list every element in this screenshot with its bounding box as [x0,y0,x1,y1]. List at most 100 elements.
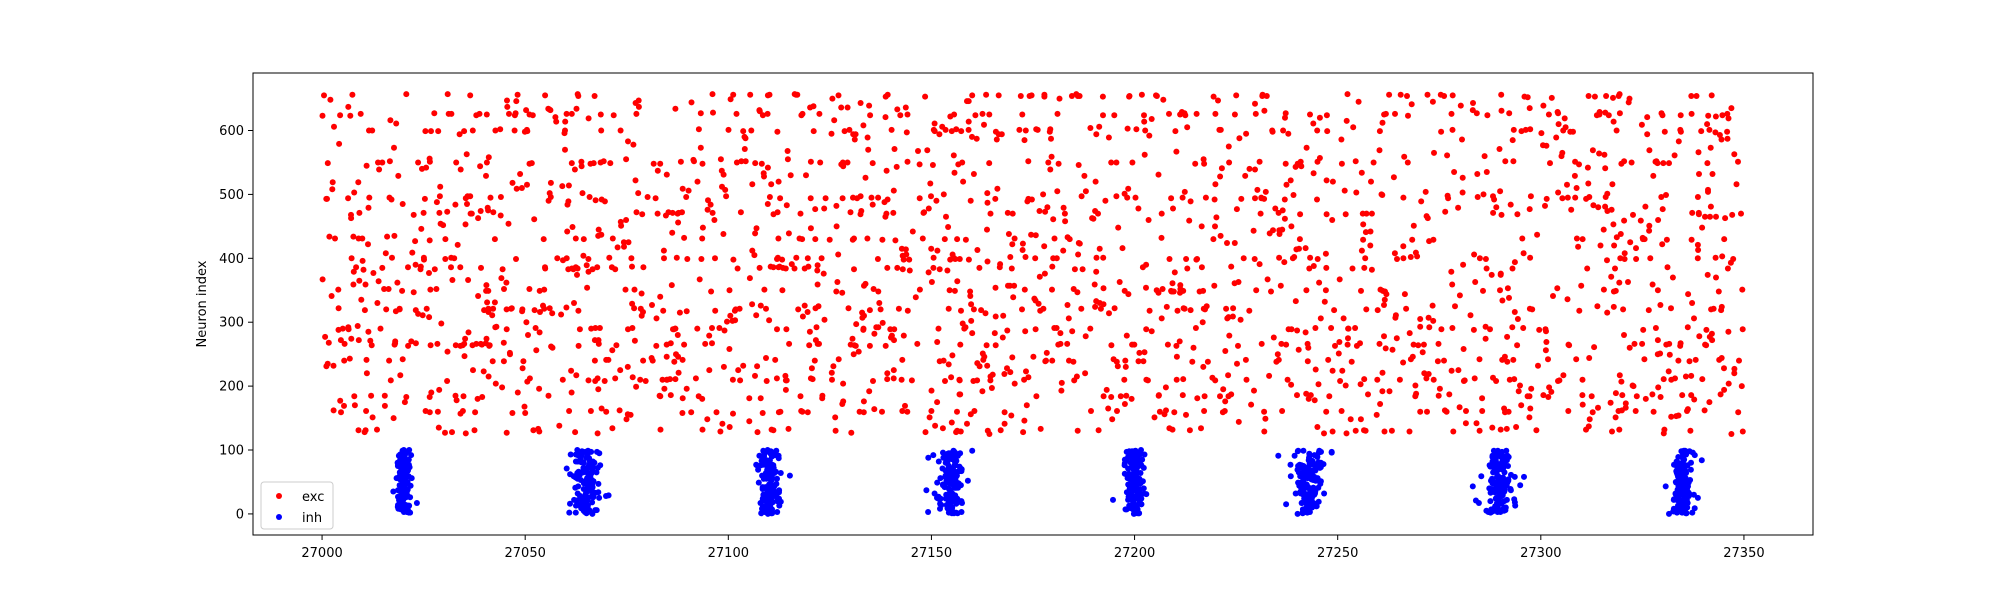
inh-point [1309,467,1316,474]
exc-point [821,316,828,323]
exc-point [928,245,935,252]
exc-point [1294,392,1300,399]
exc-point [681,341,688,348]
exc-point [954,408,960,415]
exc-point [849,335,856,342]
exc-point [610,112,617,119]
x-tick-label: 27200 [1114,546,1155,561]
exc-point [324,195,330,202]
exc-point [319,112,326,119]
exc-point [704,206,711,213]
inh-point [945,450,952,457]
inh-point [1686,448,1693,455]
exc-point [1066,236,1073,243]
exc-point [1217,232,1224,239]
exc-point [1281,259,1288,266]
exc-point [898,376,905,383]
exc-point [1666,160,1672,167]
exc-point [1650,408,1657,415]
exc-point [325,339,332,346]
inh-point [1298,500,1305,506]
exc-point [1133,126,1140,133]
exc-point [1510,126,1517,133]
exc-point [807,225,814,232]
exc-point [1460,346,1467,352]
exc-point [603,408,610,415]
exc-point [1488,271,1495,278]
exc-point [520,358,527,365]
exc-point [1509,324,1516,331]
exc-point [385,286,392,292]
exc-point [1526,393,1533,400]
exc-point [1082,188,1089,195]
exc-point [1430,376,1437,383]
exc-point [1718,355,1725,361]
exc-point [1000,312,1007,319]
exc-point [1329,428,1336,435]
exc-point [1096,123,1103,130]
exc-point [1151,414,1158,421]
exc-point [994,185,1001,192]
exc-point [956,391,963,398]
exc-point [976,363,983,370]
exc-point [888,332,895,339]
exc-point [893,163,900,170]
exc-point [596,325,603,331]
exc-point [684,256,691,262]
inh-point [768,477,775,483]
inh-point [406,447,413,453]
exc-point [1292,298,1299,305]
inh-point [1294,510,1301,517]
exc-point [1277,282,1284,289]
exc-point [1193,110,1200,117]
exc-point [1246,307,1253,314]
exc-point [512,110,519,117]
exc-point [1564,181,1570,188]
exc-point [1456,404,1463,411]
exc-point [672,105,679,112]
exc-point [1610,118,1617,125]
inh-point [1490,480,1497,487]
exc-point [904,111,911,118]
exc-point [1659,206,1666,213]
exc-point [1613,234,1620,241]
inh-point [1133,503,1140,510]
exc-point [1078,305,1085,312]
exc-point [864,235,871,242]
exc-point [1279,408,1286,414]
exc-point [525,332,531,338]
exc-point [523,126,530,133]
exc-point [869,201,876,208]
exc-point [870,378,876,384]
exc-point [939,123,946,130]
exc-point [804,309,811,315]
exc-point [331,123,337,130]
exc-point [423,305,430,312]
inh-point [1136,510,1143,517]
exc-point [1357,340,1363,347]
exc-point [860,122,867,129]
exc-point [1343,430,1350,437]
exc-point [895,305,902,312]
exc-point [804,255,811,262]
exc-point [1429,302,1436,309]
exc-point [1400,359,1407,366]
exc-point [1725,115,1732,122]
exc-point [1091,281,1098,288]
exc-point [1338,160,1345,167]
exc-point [1728,431,1735,437]
exc-point [783,202,790,209]
exc-point [953,429,960,436]
exc-point [712,255,718,262]
exc-point [1376,128,1383,135]
exc-point [679,356,686,363]
exc-point [1438,326,1445,333]
exc-point [1610,303,1617,310]
exc-point [1417,316,1424,322]
exc-point [1526,105,1533,112]
exc-point [426,270,432,276]
exc-point [379,264,386,271]
exc-point [835,356,842,363]
exc-point [899,356,906,363]
exc-point [699,224,706,231]
